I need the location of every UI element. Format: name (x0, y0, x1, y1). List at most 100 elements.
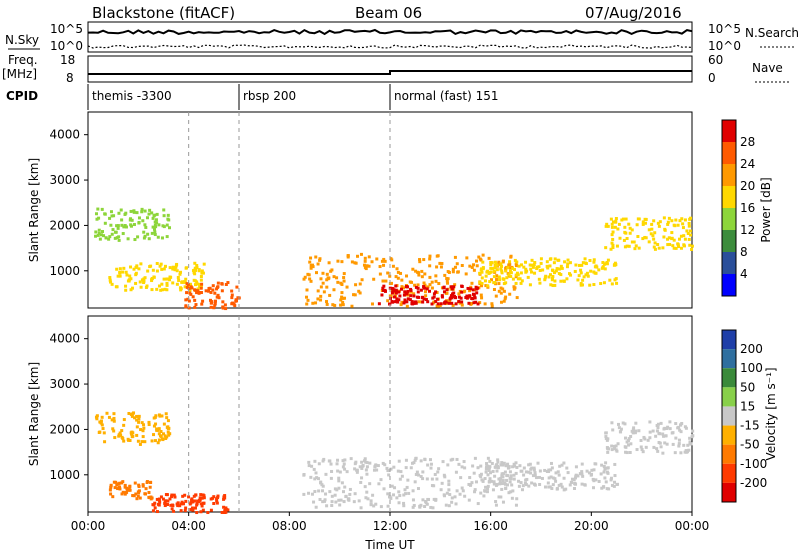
data-cell (340, 291, 344, 295)
data-cell (622, 238, 626, 242)
data-cell (592, 468, 596, 472)
data-cell (341, 465, 345, 469)
data-cell (381, 461, 385, 465)
data-cell (157, 438, 161, 442)
data-cell (502, 461, 506, 465)
data-cell (224, 506, 228, 510)
data-cell (661, 432, 665, 436)
freq-unit-label: [MHz] (2, 67, 37, 81)
data-cell (554, 479, 558, 483)
data-cell (372, 468, 376, 472)
data-cell (314, 255, 318, 259)
data-cell (673, 224, 677, 228)
data-cell (428, 283, 432, 287)
data-cell (387, 473, 391, 477)
data-cell (530, 258, 534, 262)
data-cell (548, 273, 552, 277)
y-tick-label: 2000 (49, 218, 80, 232)
data-cell (538, 281, 542, 285)
data-cell (321, 459, 325, 463)
data-cell (359, 506, 363, 510)
data-cell (639, 438, 643, 442)
data-cell (307, 464, 311, 468)
data-cell (198, 283, 202, 287)
data-cell (467, 482, 471, 486)
data-cell (537, 265, 541, 269)
data-cell (421, 498, 425, 502)
data-cell (342, 462, 346, 466)
data-cell (492, 482, 496, 486)
data-cell (402, 493, 406, 497)
x-tick-label: 04:00 (171, 519, 206, 533)
data-cell (448, 493, 452, 497)
data-cell (553, 279, 557, 283)
data-cell (498, 482, 502, 486)
data-cell (175, 502, 179, 506)
data-cell (603, 267, 607, 271)
data-cell (163, 501, 167, 505)
data-cell (436, 470, 440, 474)
data-cell (172, 266, 176, 270)
data-cell (508, 480, 512, 484)
data-cell (109, 486, 113, 490)
colorbar-swatch (722, 482, 736, 502)
data-cell (378, 272, 382, 276)
data-cell (137, 483, 141, 487)
data-cell (560, 463, 564, 467)
data-cell (565, 466, 569, 470)
data-cell (308, 260, 312, 264)
data-cell (103, 221, 107, 225)
data-cell (421, 477, 425, 481)
data-cell (152, 214, 156, 218)
data-cell (674, 436, 678, 440)
data-cell (388, 294, 392, 298)
data-cell (150, 279, 154, 283)
data-cell (215, 287, 219, 291)
data-cell (415, 470, 419, 474)
colorbar-swatch (722, 164, 736, 186)
data-cell (573, 476, 577, 480)
data-cell (499, 262, 503, 266)
data-cell (180, 500, 184, 504)
data-cell (353, 293, 357, 297)
data-cell (125, 486, 129, 490)
data-cell (492, 269, 496, 273)
data-cell (316, 297, 320, 301)
data-cell (137, 220, 141, 224)
data-cell (414, 456, 418, 460)
data-cell (127, 279, 131, 283)
data-cell (581, 474, 585, 478)
data-cell (604, 435, 608, 439)
data-cell (586, 274, 590, 278)
data-cell (456, 270, 460, 274)
data-cell (495, 277, 499, 281)
data-cell (382, 257, 386, 261)
data-cell (486, 269, 490, 273)
data-cell (501, 277, 505, 281)
data-cell (546, 266, 550, 270)
data-cell (679, 451, 683, 455)
data-cell (422, 281, 426, 285)
data-cell (200, 302, 204, 306)
data-cell (507, 273, 511, 277)
data-cell (352, 500, 356, 504)
data-cell (435, 291, 439, 295)
data-cell (176, 504, 180, 508)
power-data-layer (94, 207, 694, 311)
data-cell (223, 494, 227, 498)
data-cell (428, 264, 432, 268)
data-cell (329, 476, 333, 480)
data-cell (325, 272, 329, 276)
data-cell (365, 490, 369, 494)
data-cell (135, 211, 139, 215)
colorbar-swatch (722, 142, 736, 164)
data-cell (220, 510, 224, 514)
data-cell (403, 290, 407, 294)
data-cell (152, 424, 156, 428)
data-cell (683, 425, 687, 429)
data-cell (381, 288, 385, 292)
data-cell (161, 432, 165, 436)
data-cell (580, 470, 584, 474)
data-cell (208, 286, 212, 290)
data-cell (411, 498, 415, 502)
